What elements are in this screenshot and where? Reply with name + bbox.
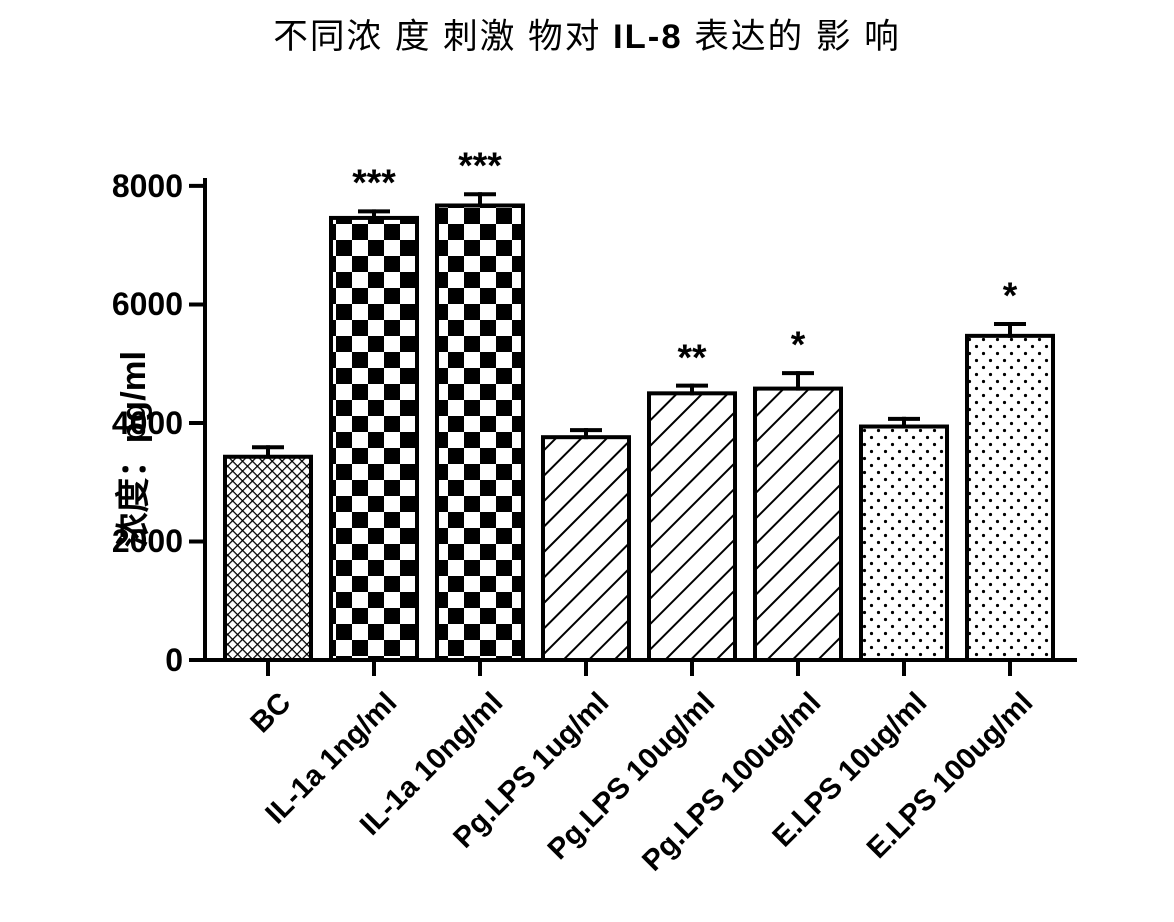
bar-chart	[0, 0, 1174, 885]
